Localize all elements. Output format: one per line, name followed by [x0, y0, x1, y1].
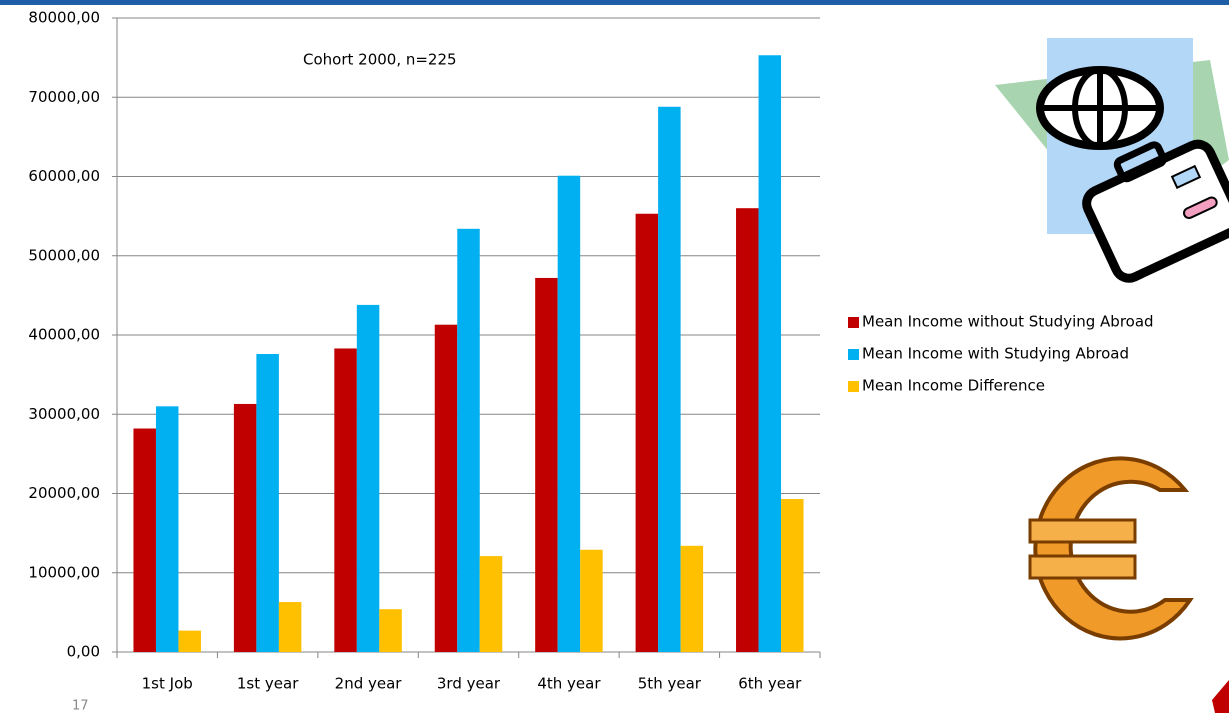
bar [781, 499, 804, 652]
y-tick-label: 60000,00 [28, 167, 100, 185]
annotation: Cohort 2000, n=225 [303, 51, 457, 69]
bar [434, 324, 458, 652]
y-tick-label: 80000,00 [28, 9, 100, 27]
bar [479, 556, 503, 652]
legend-label: Mean Income without Studying Abroad [862, 313, 1154, 331]
euro-clipart [1028, 456, 1194, 641]
y-tick-label: 10000,00 [28, 563, 100, 581]
bar [758, 55, 782, 653]
bar [379, 609, 402, 652]
page-number: 17 [72, 699, 89, 714]
y-tick-label: 0,00 [67, 643, 100, 661]
bar [233, 403, 257, 652]
bar [736, 208, 759, 652]
legend-swatch [848, 349, 859, 360]
bar [680, 545, 704, 652]
legend-label: Mean Income with Studying Abroad [862, 345, 1129, 363]
x-tick-label: 6th year [738, 675, 802, 693]
bar [635, 213, 659, 652]
bar [133, 428, 156, 652]
logo [1212, 680, 1229, 713]
x-tick-label: 1st Job [142, 675, 193, 693]
bar [535, 277, 558, 652]
x-tick-label: 2nd year [335, 675, 403, 693]
y-tick-label: 70000,00 [28, 88, 100, 106]
bar [557, 175, 581, 652]
bar [256, 354, 279, 652]
y-tick-label: 50000,00 [28, 246, 100, 264]
top-bar [0, 0, 1229, 5]
legend-swatch [848, 381, 859, 392]
y-tick-label: 40000,00 [28, 326, 100, 344]
bar [278, 602, 302, 652]
bar [457, 228, 480, 652]
legend-swatch [848, 317, 859, 328]
bar [334, 348, 357, 652]
bar [155, 406, 179, 652]
x-tick-label: 4th year [537, 675, 601, 693]
legend-label: Mean Income Difference [862, 377, 1045, 395]
y-tick-label: 20000,00 [28, 484, 100, 502]
x-tick-label: 3rd year [437, 675, 501, 693]
bar [356, 304, 380, 652]
x-tick-label: 5th year [638, 675, 702, 693]
x-tick-label: 1st year [237, 675, 299, 693]
bar [658, 106, 681, 652]
y-tick-label: 30000,00 [28, 405, 100, 423]
bar [178, 630, 201, 652]
travel-clipart [995, 38, 1229, 283]
bar [580, 549, 603, 652]
